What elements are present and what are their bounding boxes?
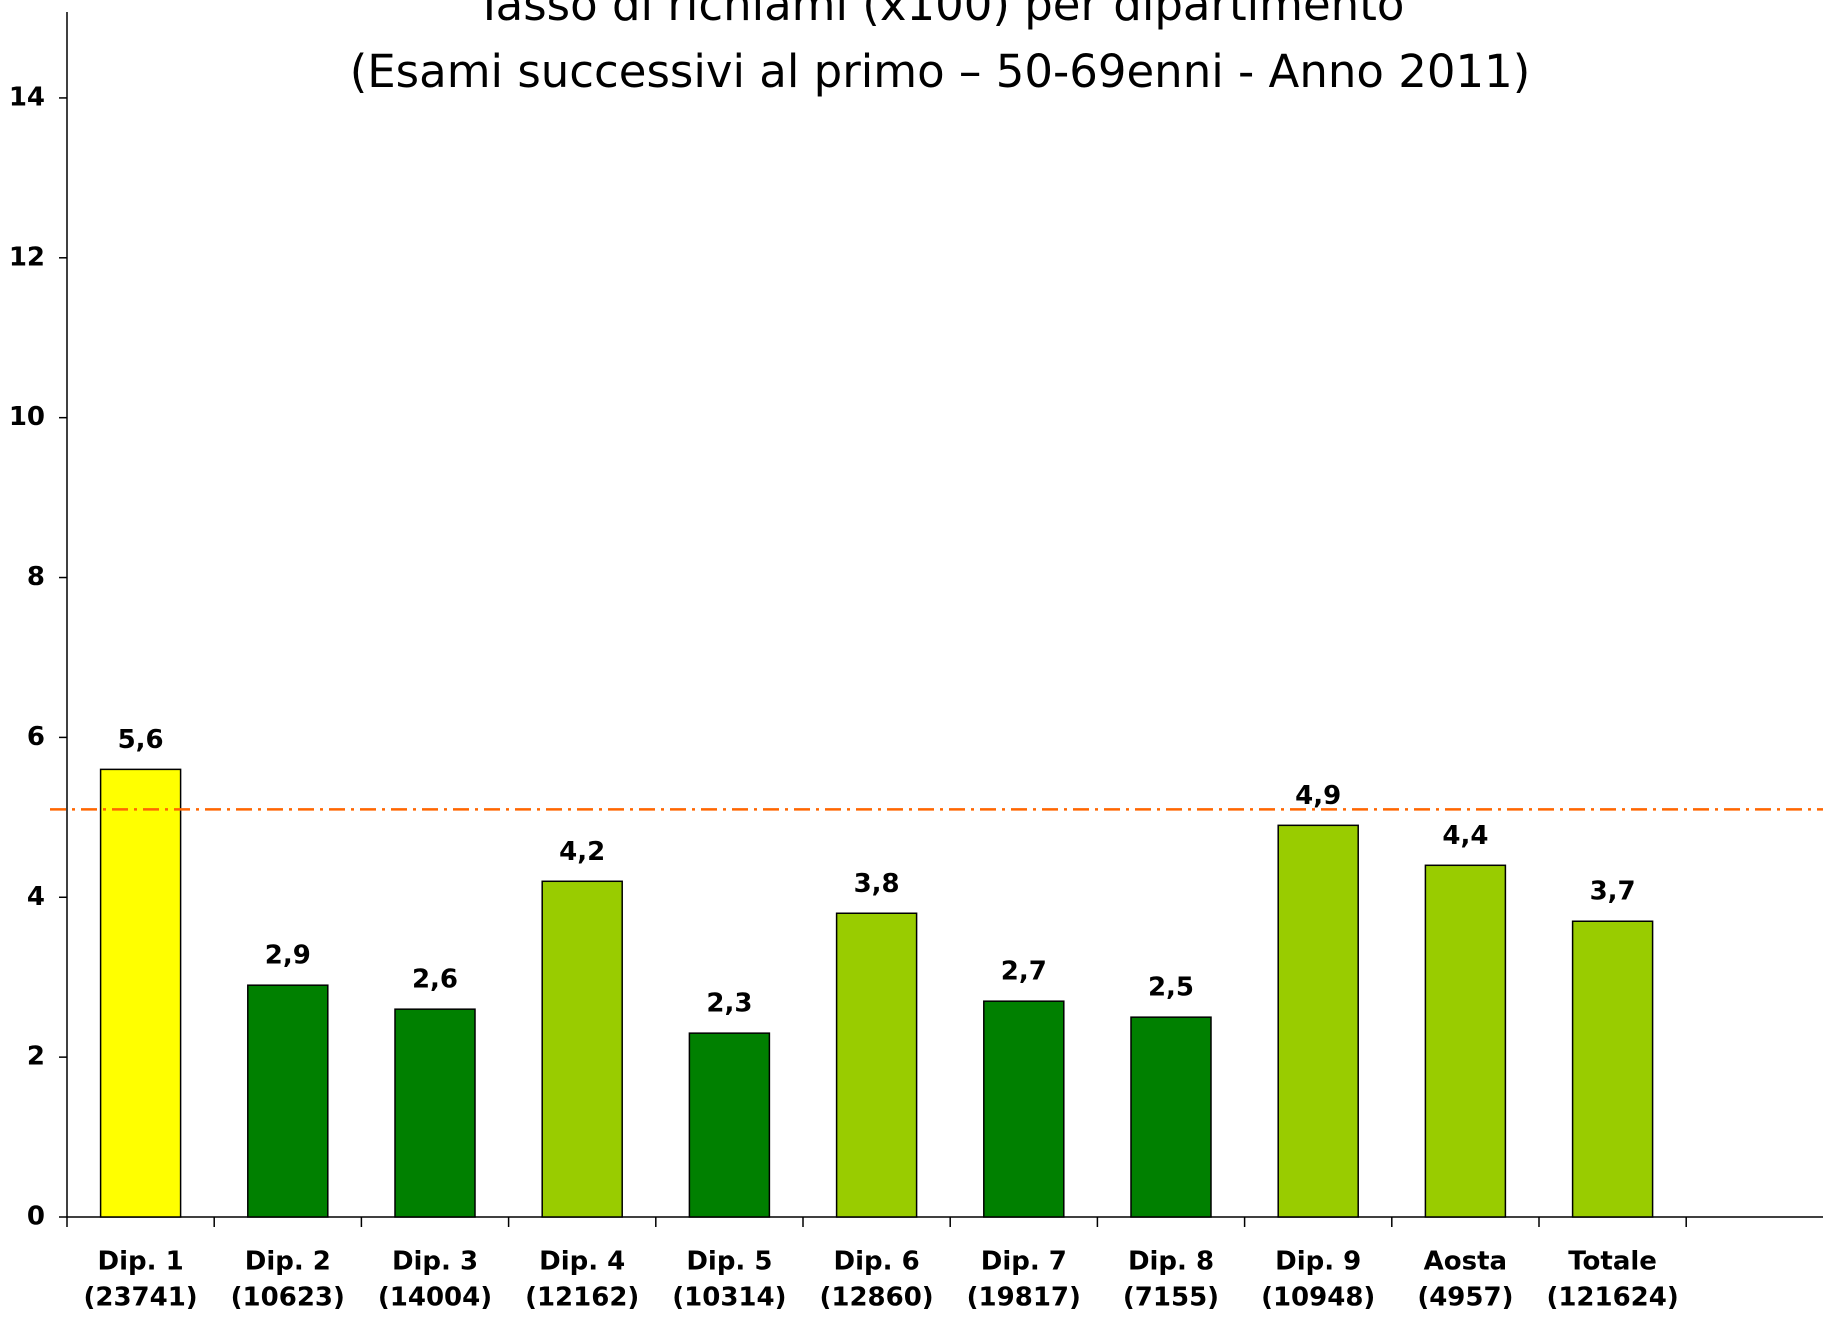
x-tick-label: Totale xyxy=(1568,1247,1657,1277)
bar xyxy=(1571,920,1654,1218)
x-tick-label: (7155) xyxy=(1123,1283,1219,1313)
x-tick-label: (23741) xyxy=(83,1283,197,1313)
value-label: 2,7 xyxy=(1001,957,1047,987)
x-tick-label: (10948) xyxy=(1261,1283,1375,1313)
x-tick-label: (10623) xyxy=(231,1283,345,1313)
bar xyxy=(541,880,623,1218)
x-tick-label: Dip. 5 xyxy=(686,1247,772,1277)
value-label: 4,2 xyxy=(559,837,605,867)
bar xyxy=(835,912,918,1218)
value-label: 2,3 xyxy=(706,989,752,1019)
y-tick-label: 10 xyxy=(9,402,45,432)
chart-subtitle: (Esami successivi al primo – 50-69enni -… xyxy=(350,45,1531,98)
x-tick-label: Dip. 4 xyxy=(539,1247,625,1277)
y-tick-label: 2 xyxy=(27,1042,45,1072)
bar xyxy=(1130,1016,1212,1218)
x-tick-label: Dip. 6 xyxy=(834,1247,920,1277)
x-tick-label: Aosta xyxy=(1424,1247,1507,1277)
x-tick-label: (10314) xyxy=(672,1283,786,1313)
chart-title: Tasso di richiami (x100) per dipartiment… xyxy=(475,0,1405,31)
y-tick-label: 6 xyxy=(27,722,45,752)
value-label: 2,6 xyxy=(412,965,458,995)
x-tick-label: Dip. 2 xyxy=(245,1247,331,1277)
x-tick-label: (4957) xyxy=(1417,1283,1513,1313)
x-tick-label: Dip. 9 xyxy=(1275,1247,1361,1277)
value-label: 2,5 xyxy=(1148,973,1194,1003)
y-tick-label: 12 xyxy=(9,242,45,272)
value-label: 3,8 xyxy=(854,869,900,899)
x-tick-label: Dip. 8 xyxy=(1128,1247,1214,1277)
y-tick-label: 0 xyxy=(27,1202,45,1232)
y-tick-label: 4 xyxy=(27,882,45,912)
value-label: 2,9 xyxy=(265,941,311,971)
bar xyxy=(1424,864,1507,1218)
x-tick-label: (19817) xyxy=(967,1283,1081,1313)
bar xyxy=(983,1000,1065,1218)
x-tick-label: Dip. 7 xyxy=(981,1247,1067,1277)
y-tick-label: 8 xyxy=(27,562,45,592)
x-tick-label: Dip. 3 xyxy=(392,1247,478,1277)
x-tick-label: Dip. 1 xyxy=(98,1247,184,1277)
value-label: 5,6 xyxy=(118,725,164,755)
value-label: 3,7 xyxy=(1590,877,1636,907)
x-tick-label: (121624) xyxy=(1546,1283,1678,1313)
bar xyxy=(99,768,182,1218)
bar xyxy=(688,1032,771,1218)
value-label: 4,4 xyxy=(1442,821,1488,851)
x-tick-label: (14004) xyxy=(378,1283,492,1313)
bar xyxy=(1277,824,1359,1218)
value-label: 4,9 xyxy=(1295,781,1341,811)
bar xyxy=(394,1008,476,1218)
x-tick-label: (12860) xyxy=(819,1283,933,1313)
y-tick-label: 14 xyxy=(9,82,45,112)
x-tick-label: (12162) xyxy=(525,1283,639,1313)
bar xyxy=(247,984,329,1218)
